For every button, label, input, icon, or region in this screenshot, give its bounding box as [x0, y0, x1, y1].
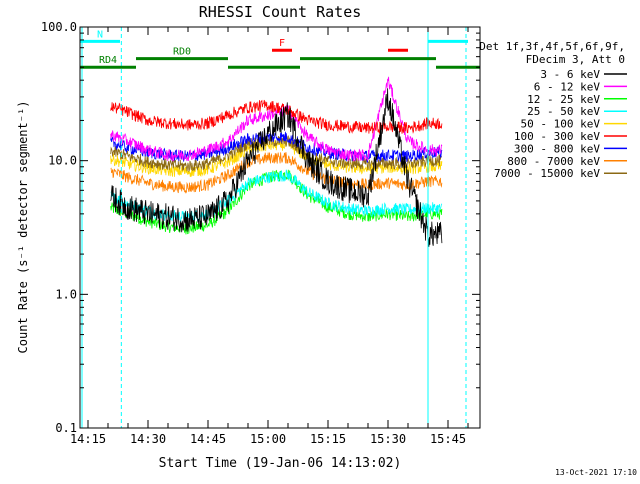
annotation-label: F: [279, 38, 285, 49]
annotation-label: RD0: [173, 47, 191, 58]
legend-entry-label: 25 - 50 keV: [527, 105, 600, 118]
y-tick-label: 0.1: [55, 421, 77, 435]
legend-entry-label: 12 - 25 keV: [527, 93, 600, 106]
annotation-label: RD4: [99, 55, 117, 66]
y-tick-label: 100.0: [41, 20, 77, 34]
legend-entry-label: 6 - 12 keV: [534, 80, 601, 93]
plot-frame: [79, 26, 481, 429]
legend-header: Det 1f,3f,4f,5f,6f,9f,: [479, 40, 625, 53]
series-trace-12-25-kev: [110, 169, 443, 235]
x-tick-label: 14:45: [190, 432, 226, 446]
x-axis-label: Start Time (19-Jan-06 14:13:02): [159, 456, 402, 471]
y-tick-label: 10.0: [48, 154, 77, 168]
x-tick-label: 14:30: [130, 432, 166, 446]
series-trace-300-800-kev: [110, 131, 443, 164]
x-tick-label: 15:15: [310, 432, 346, 446]
legend-entry-label: 800 - 7000 keV: [507, 155, 600, 168]
x-tick-label: 15:00: [250, 432, 286, 446]
y-tick-label: 1.0: [55, 287, 77, 301]
chart-title: RHESSI Count Rates: [199, 3, 362, 21]
legend-entry-label: 3 - 6 keV: [540, 68, 600, 81]
x-tick-label: 14:15: [70, 432, 106, 446]
legend-header: FDecim 3, Att 0: [526, 53, 625, 66]
series-trace-800-7000-kev: [110, 151, 443, 194]
x-tick-label: 15:45: [430, 432, 466, 446]
plot-area: N RD0 RD4 F 0.1 1.0 10.0 100.0 14:15 14:30 14:45 15…: [41, 20, 481, 446]
y-axis-label: Count Rate (s⁻¹ detector segment⁻¹): [16, 101, 30, 354]
plot-timestamp: 13-Oct-2021 17:10: [555, 468, 637, 477]
legend: Det 1f,3f,4f,5f,6f,9f,FDecim 3, Att 0 3 -…: [479, 40, 627, 180]
series-trace-6-12-kev: [110, 76, 443, 162]
legend-entry-label: 300 - 800 keV: [514, 142, 600, 155]
annotation-label: N: [97, 29, 103, 40]
legend-entry-label: 100 - 300 keV: [514, 130, 600, 143]
legend-entry-label: 50 - 100 keV: [521, 118, 601, 131]
x-tick-label: 15:30: [370, 432, 406, 446]
series-trace-3-6-kev: [110, 88, 443, 247]
series-trace-100-300-kev: [110, 99, 443, 135]
legend-entry-label: 7000 - 15000 keV: [494, 167, 600, 180]
